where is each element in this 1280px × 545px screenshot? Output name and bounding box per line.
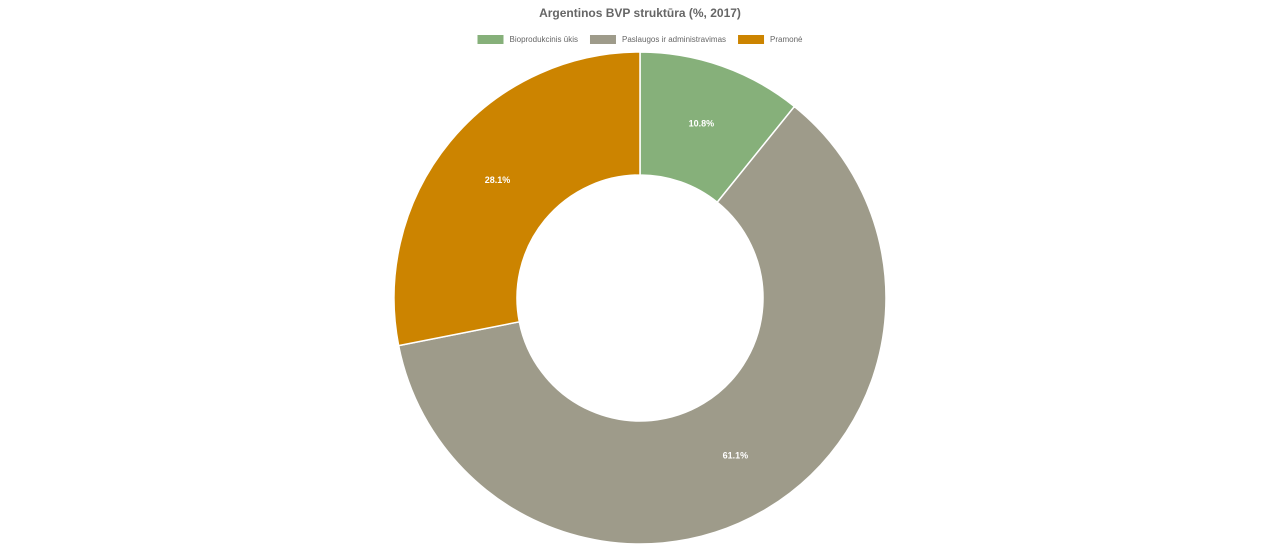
- legend-swatch: [477, 35, 504, 44]
- donut-slice: [397, 105, 887, 545]
- data-label: 10.8%: [689, 118, 715, 128]
- chart-title: Argentinos BVP struktūra (%, 2017): [539, 6, 741, 20]
- data-label: 61.1%: [723, 450, 749, 460]
- legend-label: Bioprodukcinis ūkis: [510, 35, 578, 44]
- donut-slice: [393, 51, 641, 347]
- data-label: 28.1%: [485, 175, 511, 185]
- legend-swatch: [738, 35, 765, 44]
- legend: Bioprodukcinis ūkis Paslaugos ir administ…: [477, 35, 803, 44]
- legend-label: Pramonė: [770, 35, 803, 44]
- legend-swatch: [589, 35, 616, 44]
- legend-label: Paslaugos ir administravimas: [622, 35, 726, 44]
